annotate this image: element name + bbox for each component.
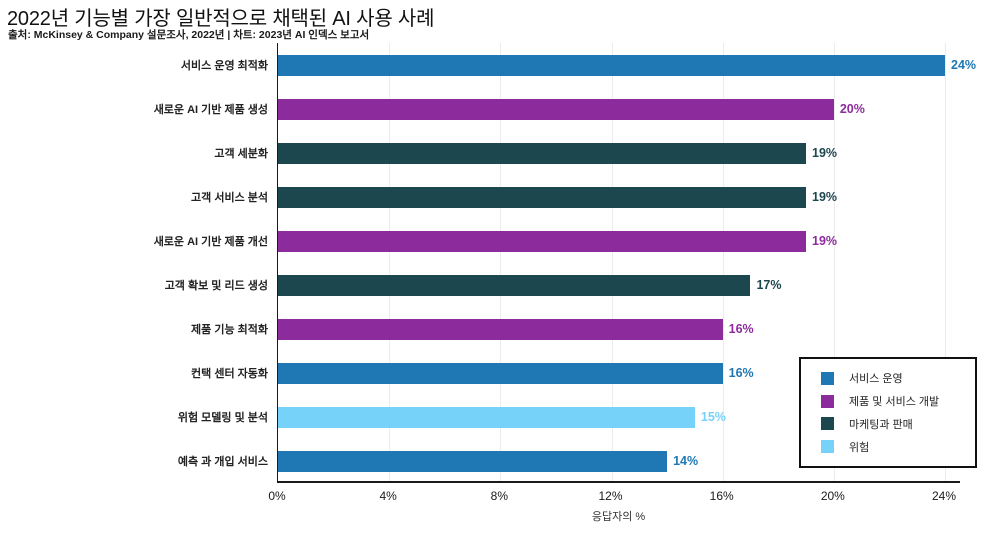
value-label: 14% xyxy=(673,454,699,468)
plot-area xyxy=(277,43,960,483)
bar-row: 새로운 AI 기반 제품 개선 19% xyxy=(0,219,989,263)
value-label: 19% xyxy=(812,146,838,160)
gridline xyxy=(389,43,391,481)
gridline xyxy=(611,43,613,481)
legend-swatch-icon xyxy=(821,394,834,408)
bar-row: 제품 기능 최적화 16% xyxy=(0,307,989,351)
value-label: 17% xyxy=(756,278,782,292)
legend-item: 제품 및 서비스 개발 xyxy=(821,393,975,409)
bar-row: 고객 세분화 19% xyxy=(0,131,989,175)
bar xyxy=(278,362,723,384)
bar xyxy=(278,186,807,208)
legend-item: 위험 xyxy=(821,439,975,455)
x-tick-label: 0% xyxy=(268,489,286,503)
bar xyxy=(278,230,807,252)
x-axis-title: 응답자의 % xyxy=(591,511,646,523)
value-label: 19% xyxy=(812,190,838,204)
bar xyxy=(278,274,751,296)
legend-swatch-icon xyxy=(821,440,834,454)
bar xyxy=(278,98,834,120)
legend-swatch-icon xyxy=(821,417,834,431)
value-label: 16% xyxy=(728,366,754,380)
bar xyxy=(278,142,807,164)
x-tick-label: 8% xyxy=(490,489,508,503)
category-label: 서비스 운영 최적화 xyxy=(180,60,268,72)
legend-swatch-icon xyxy=(821,371,834,385)
category-label: 고객 확보 및 리드 생성 xyxy=(164,280,268,292)
value-label: 16% xyxy=(728,322,754,336)
bar-row: 컨택 센터 자동화 16% xyxy=(0,351,989,395)
legend-label: 마케팅과 판매 xyxy=(849,418,913,431)
category-label: 새로운 AI 기반 제품 개선 xyxy=(153,236,268,248)
category-label: 예측 과 개입 서비스 xyxy=(177,456,268,468)
category-label: 새로운 AI 기반 제품 생성 xyxy=(153,104,268,116)
legend-label: 위험 xyxy=(849,441,870,454)
bar xyxy=(278,450,668,472)
bar xyxy=(278,318,723,340)
chart-title: 2022년 기능별 가장 일반적으로 채택된 AI 사용 사례 xyxy=(7,8,435,30)
gridline xyxy=(722,43,724,481)
value-label: 19% xyxy=(812,234,838,248)
x-tick-label: 20% xyxy=(820,489,845,503)
legend-item: 마케팅과 판매 xyxy=(821,416,975,432)
category-label: 컨택 센터 자동화 xyxy=(191,368,268,380)
bar xyxy=(278,406,695,428)
bar-row: 예측 과 개입 서비스 14% xyxy=(0,439,989,483)
value-label: 24% xyxy=(951,58,977,72)
x-tick-label: 12% xyxy=(598,489,623,503)
bar-row: 위험 모델링 및 분석 15% xyxy=(0,395,989,439)
bar-row: 서비스 운영 최적화 24% xyxy=(0,43,989,87)
bar-row: 고객 확보 및 리드 생성 17% xyxy=(0,263,989,307)
bar xyxy=(278,54,945,76)
legend-label: 제품 및 서비스 개발 xyxy=(849,396,940,409)
x-tick-label: 4% xyxy=(379,489,397,503)
x-tick-label: 16% xyxy=(709,489,734,503)
category-label: 위험 모델링 및 분석 xyxy=(177,412,268,424)
category-label: 고객 서비스 분석 xyxy=(191,192,268,204)
legend-item: 서비스 운영 xyxy=(821,370,975,386)
value-label: 15% xyxy=(700,410,726,424)
category-label: 고객 세분화 xyxy=(214,148,268,160)
category-label: 제품 기능 최적화 xyxy=(191,324,268,336)
gridline xyxy=(833,43,835,481)
legend-label: 서비스 운영 xyxy=(849,373,903,386)
bar-row: 고객 서비스 분석 19% xyxy=(0,175,989,219)
x-tick-label: 24% xyxy=(931,489,957,503)
gridline xyxy=(500,43,502,481)
gridline xyxy=(945,43,946,481)
value-label: 20% xyxy=(839,102,865,116)
bar-row: 새로운 AI 기반 제품 생성 20% xyxy=(0,87,989,131)
chart-source-line: 출처: McKinsey & Company 설문조사, 2022년 | 차트:… xyxy=(8,29,370,41)
